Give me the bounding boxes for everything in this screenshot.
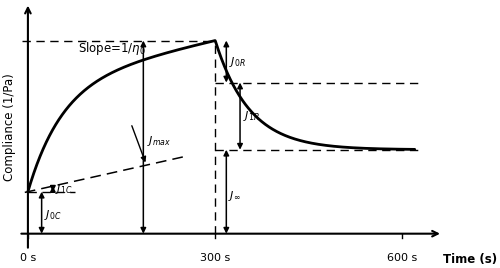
- Text: $J_{0R}$: $J_{0R}$: [230, 55, 246, 69]
- Text: Slope=1/$\eta_0$: Slope=1/$\eta_0$: [78, 40, 146, 57]
- Text: $J_{max}$: $J_{max}$: [147, 134, 171, 148]
- Y-axis label: Compliance (1/Pa): Compliance (1/Pa): [3, 73, 16, 181]
- Text: $J_{0C}$: $J_{0C}$: [44, 208, 62, 222]
- Text: Time (s): Time (s): [443, 252, 497, 266]
- Text: 0 s: 0 s: [20, 252, 36, 263]
- Text: 300 s: 300 s: [200, 252, 230, 263]
- Text: 600 s: 600 s: [387, 252, 418, 263]
- Text: $J_{1C}$: $J_{1C}$: [56, 182, 73, 196]
- Text: $J_{1R}$: $J_{1R}$: [243, 109, 260, 123]
- Text: $J_{\infty}$: $J_{\infty}$: [228, 189, 240, 203]
